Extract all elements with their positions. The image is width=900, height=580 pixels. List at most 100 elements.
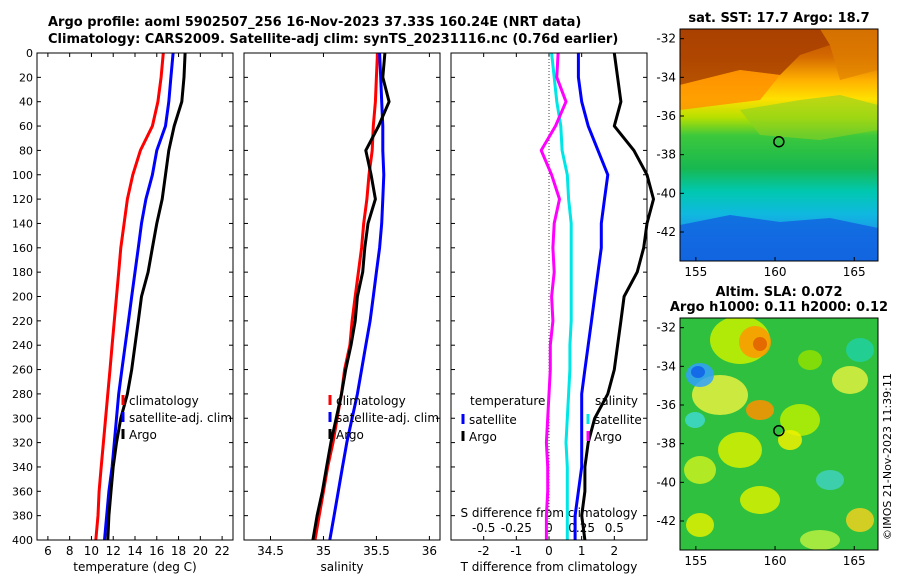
sla-anomaly-blob bbox=[798, 350, 822, 370]
legend-label: Argo bbox=[336, 428, 364, 442]
x-tick-label: 1 bbox=[578, 544, 586, 558]
y-tick-label: 320 bbox=[12, 437, 33, 450]
x-tick-label: 160 bbox=[764, 265, 787, 279]
map-sst-map: 155 160 165 -32 -34 -36 -38 -40 -42 sat. SST: 17.… bbox=[656, 11, 879, 279]
chart-title-line2: Climatology: CARS2009. Satellite-adj cli… bbox=[48, 32, 619, 47]
y-tick-label: 400 bbox=[12, 534, 33, 547]
y-tick-label: 40 bbox=[19, 96, 33, 109]
x-tick-label: 2 bbox=[611, 544, 619, 558]
legend-label: satellite-adj. clim bbox=[129, 411, 232, 425]
y-tick-label: -36 bbox=[656, 398, 676, 412]
y-tick-label: -36 bbox=[656, 109, 676, 123]
sst-cold-region bbox=[680, 215, 878, 261]
sst-field bbox=[680, 29, 878, 261]
y-tick-label: -40 bbox=[656, 475, 676, 489]
legend-label: satellite bbox=[469, 413, 517, 427]
sst-yellowgreen-region bbox=[740, 95, 878, 140]
map-title: sat. SST: 17.7 Argo: 18.7 bbox=[688, 11, 869, 26]
s-tick-label: 0.5 bbox=[605, 521, 624, 535]
y-tick-label: 340 bbox=[12, 461, 33, 474]
map-frame bbox=[679, 317, 879, 551]
chart-title-line1: Argo profile: aoml 5902507_256 16-Nov-20… bbox=[48, 15, 582, 30]
y-tick-label: 80 bbox=[19, 144, 33, 157]
s-tick-label: 0 bbox=[545, 521, 553, 535]
sla-anomaly-blob bbox=[846, 338, 874, 362]
legend-label: satellite-adj. clim bbox=[336, 411, 439, 425]
sla-anomaly-blob bbox=[780, 404, 820, 436]
y-tick-label: 300 bbox=[12, 412, 33, 425]
sla-anomaly-blob bbox=[686, 513, 714, 537]
x-tick-label: 20 bbox=[193, 544, 208, 558]
sla-anomaly-blob bbox=[832, 366, 868, 394]
y-tick-label: -32 bbox=[656, 321, 676, 335]
x-tick-label: 16 bbox=[149, 544, 164, 558]
x-tick-label: 160 bbox=[764, 554, 787, 568]
sla-anomaly-blob bbox=[691, 366, 705, 378]
series-argo bbox=[311, 52, 391, 541]
x-tick-label: 165 bbox=[843, 554, 866, 568]
map-title: Argo h1000: 0.11 h2000: 0.12 bbox=[670, 300, 888, 315]
y-tick-label: -34 bbox=[656, 359, 676, 373]
plot-frame bbox=[36, 52, 234, 541]
x-axis-label: temperature (deg C) bbox=[73, 560, 196, 574]
sst-orange-region bbox=[680, 70, 780, 110]
s-tick-label: -0.25 bbox=[501, 521, 532, 535]
x-tick-label: 10 bbox=[84, 544, 99, 558]
x-tick-label: -1 bbox=[510, 544, 522, 558]
series-satellite-adj-clim bbox=[328, 52, 386, 541]
x-tick-label: 8 bbox=[66, 544, 74, 558]
sst-orange-region bbox=[820, 29, 878, 80]
series-s-satellite bbox=[550, 52, 573, 540]
y-tick-label: -38 bbox=[656, 148, 676, 162]
imos-credit: ©IMOS 21-Nov-2023 11:39:11 bbox=[881, 373, 894, 540]
y-tick-label: 160 bbox=[12, 242, 33, 255]
y-tick-label: 220 bbox=[12, 315, 33, 328]
x-tick-label: 12 bbox=[106, 544, 121, 558]
y-tick-label: -38 bbox=[656, 437, 676, 451]
sla-anomaly-blob bbox=[846, 508, 874, 532]
legend-label: satellite bbox=[594, 413, 642, 427]
x-tick-label: 36 bbox=[422, 544, 437, 558]
sla-background bbox=[680, 318, 878, 550]
y-tick-label: 60 bbox=[19, 120, 33, 133]
sst-warm-region bbox=[680, 29, 830, 85]
y-tick-label: 140 bbox=[12, 217, 33, 230]
x-tick-label: 35.5 bbox=[363, 544, 390, 558]
map-title: Altim. SLA: 0.072 bbox=[716, 285, 843, 300]
y-tick-label: -42 bbox=[656, 225, 676, 239]
y-tick-label: 260 bbox=[12, 364, 33, 377]
legend-label: Argo bbox=[129, 428, 157, 442]
x-axis-label: T difference from climatology bbox=[460, 560, 638, 574]
sla-anomaly-blob bbox=[753, 337, 767, 351]
y-tick-label: 200 bbox=[12, 291, 33, 304]
y-tick-label: 0 bbox=[26, 47, 33, 60]
sla-anomaly-blob bbox=[746, 400, 774, 420]
x-tick-label: 35 bbox=[316, 544, 331, 558]
sla-anomaly-blob bbox=[684, 456, 716, 484]
y-tick-label: -40 bbox=[656, 186, 676, 200]
series-s-argo bbox=[539, 52, 568, 540]
y-tick-label: -42 bbox=[656, 514, 676, 528]
plot-frame bbox=[243, 52, 441, 541]
sla-anomaly-blob bbox=[816, 470, 844, 490]
sla-anomaly-blob bbox=[778, 430, 802, 450]
y-tick-label: 380 bbox=[12, 510, 33, 523]
legend-header-salinity: salinity bbox=[595, 394, 638, 408]
y-tick-label: 100 bbox=[12, 169, 33, 182]
y-tick-label: 280 bbox=[12, 388, 33, 401]
x-axis-label: salinity bbox=[320, 560, 363, 574]
series-climatology bbox=[94, 52, 165, 541]
y-tick-label: 20 bbox=[19, 71, 33, 84]
s-axis-label: S difference from climatology bbox=[461, 506, 638, 520]
x-tick-label: 22 bbox=[214, 544, 229, 558]
x-tick-label: 155 bbox=[684, 554, 707, 568]
x-tick-label: 155 bbox=[684, 265, 707, 279]
argo-location-marker bbox=[773, 424, 785, 437]
plot-frame bbox=[450, 52, 648, 541]
y-tick-label: -34 bbox=[656, 70, 676, 84]
panel-difference: -2 -1 0 1 2 T difference from climatology -0.5… bbox=[450, 52, 655, 574]
x-tick-label: 18 bbox=[171, 544, 186, 558]
panel-temperature: 0 20 40 60 80 100 120 140 160 180 200 220 240 260 280 3… bbox=[12, 47, 234, 574]
sla-anomaly-blob bbox=[718, 432, 762, 468]
